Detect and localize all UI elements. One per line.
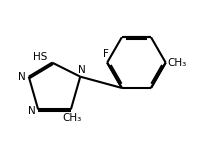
Text: N: N xyxy=(18,72,26,82)
Text: F: F xyxy=(103,49,109,59)
Text: N: N xyxy=(78,65,86,75)
Text: HS: HS xyxy=(33,52,47,62)
Text: CH₃: CH₃ xyxy=(167,58,187,68)
Text: N: N xyxy=(28,106,35,116)
Text: CH₃: CH₃ xyxy=(63,113,82,123)
